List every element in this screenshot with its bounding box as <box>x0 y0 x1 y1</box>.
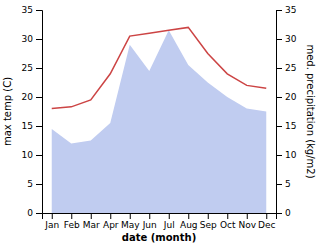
tick: Sep <box>200 213 217 230</box>
tick-mark <box>276 97 282 98</box>
tick: Jun <box>142 213 157 230</box>
tick-label: 10 <box>285 150 297 160</box>
tick-label: 35 <box>285 5 296 15</box>
tick-mark <box>247 213 248 219</box>
tick-label: Mar <box>83 220 100 230</box>
tick: 25 <box>276 63 296 73</box>
tick-label: Jan <box>44 220 59 230</box>
tick-mark <box>227 213 228 219</box>
tick-label: Sep <box>200 220 217 230</box>
axis-domain <box>43 214 277 220</box>
tick-label: Feb <box>64 220 80 230</box>
tick-mark <box>71 213 72 219</box>
tick-label: May <box>121 220 140 230</box>
tick-label: 0 <box>27 208 33 218</box>
y-axis-title: max temp (C) <box>2 77 13 146</box>
tick-mark <box>149 213 150 219</box>
tick: 0 <box>27 208 42 218</box>
tick-label: 30 <box>285 34 297 44</box>
tick-label: 25 <box>285 63 296 73</box>
chart-container: Jan FebMarAprMayJun Jul AugSepOctNovDec 0 5 10… <box>0 0 318 247</box>
tick-mark <box>36 10 42 11</box>
tick: 35 <box>276 5 296 15</box>
tick: 0 <box>276 208 291 218</box>
tick: 10 <box>22 150 42 160</box>
tick-mark <box>276 213 282 214</box>
tick-label: 20 <box>285 92 297 102</box>
tick: 20 <box>22 92 42 102</box>
tick-label: 25 <box>22 63 33 73</box>
tick-mark <box>276 155 282 156</box>
tick-label: Apr <box>103 220 119 230</box>
tick-mark <box>52 213 53 219</box>
tick-mark <box>208 213 209 219</box>
tick: May <box>121 213 140 230</box>
tick: Oct <box>220 213 236 230</box>
y2-axis: 0 5 10 15 20 25 30 35 <box>276 5 297 218</box>
tick-mark <box>36 126 42 127</box>
tick-label: 20 <box>22 92 34 102</box>
tick-label: 30 <box>22 34 34 44</box>
tick-label: Aug <box>180 220 198 230</box>
tick-mark <box>36 39 42 40</box>
tick: Feb <box>64 213 80 230</box>
tick-label: Jul <box>163 220 175 230</box>
tick-mark <box>276 68 282 69</box>
tick-label: 35 <box>22 5 33 15</box>
tick: 30 <box>22 34 42 44</box>
tick-label: 15 <box>22 121 33 131</box>
chart-svg: Jan FebMarAprMayJun Jul AugSepOctNovDec 0 5 10… <box>0 0 318 247</box>
plot-area <box>52 27 267 213</box>
tick-mark <box>110 213 111 219</box>
tick-label: 5 <box>27 179 33 189</box>
y-axis: 0 5 10 15 20 25 30 35 <box>22 5 43 218</box>
x-axis: Jan FebMarAprMayJun Jul AugSepOctNovDec <box>43 213 277 230</box>
tick: Mar <box>83 213 100 230</box>
tick: 10 <box>276 150 297 160</box>
tick-mark <box>36 97 42 98</box>
tick-mark <box>266 213 267 219</box>
tick: Jul <box>163 213 175 230</box>
tick: Apr <box>103 213 119 230</box>
tick: Dec <box>258 213 275 230</box>
tick: 20 <box>276 92 297 102</box>
tick: 25 <box>22 63 42 73</box>
tick-label: 10 <box>22 150 34 160</box>
tick-mark <box>276 10 282 11</box>
axis-domain <box>36 11 43 214</box>
area <box>52 30 267 213</box>
tick-label: Dec <box>258 220 275 230</box>
tick-label: 15 <box>285 121 296 131</box>
tick: 15 <box>276 121 296 131</box>
tick: 15 <box>22 121 42 131</box>
tick: Aug <box>180 213 198 230</box>
tick-mark <box>276 184 282 185</box>
tick-mark <box>91 213 92 219</box>
tick: 30 <box>276 34 297 44</box>
tick-mark <box>169 213 170 219</box>
tick: Jan <box>44 213 59 230</box>
x-axis-title: date (month) <box>122 232 196 243</box>
tick-mark <box>130 213 131 219</box>
line <box>52 27 267 108</box>
tick-mark <box>188 213 189 219</box>
tick-label: Oct <box>220 220 236 230</box>
tick-mark <box>276 39 282 40</box>
tick: 5 <box>276 179 291 189</box>
tick: 5 <box>27 179 42 189</box>
axis-domain <box>277 11 283 214</box>
tick-mark <box>276 126 282 127</box>
tick-label: 5 <box>285 179 291 189</box>
tick-mark <box>36 68 42 69</box>
tick-label: Nov <box>238 220 256 230</box>
tick-mark <box>36 184 42 185</box>
tick: 35 <box>22 5 42 15</box>
tick: Nov <box>238 213 256 230</box>
tick-mark <box>36 213 42 214</box>
tick-label: 0 <box>285 208 291 218</box>
y2-axis-title: med. precipitation (kg/m2) <box>305 44 316 178</box>
tick-label: Jun <box>142 220 157 230</box>
tick-mark <box>36 155 42 156</box>
